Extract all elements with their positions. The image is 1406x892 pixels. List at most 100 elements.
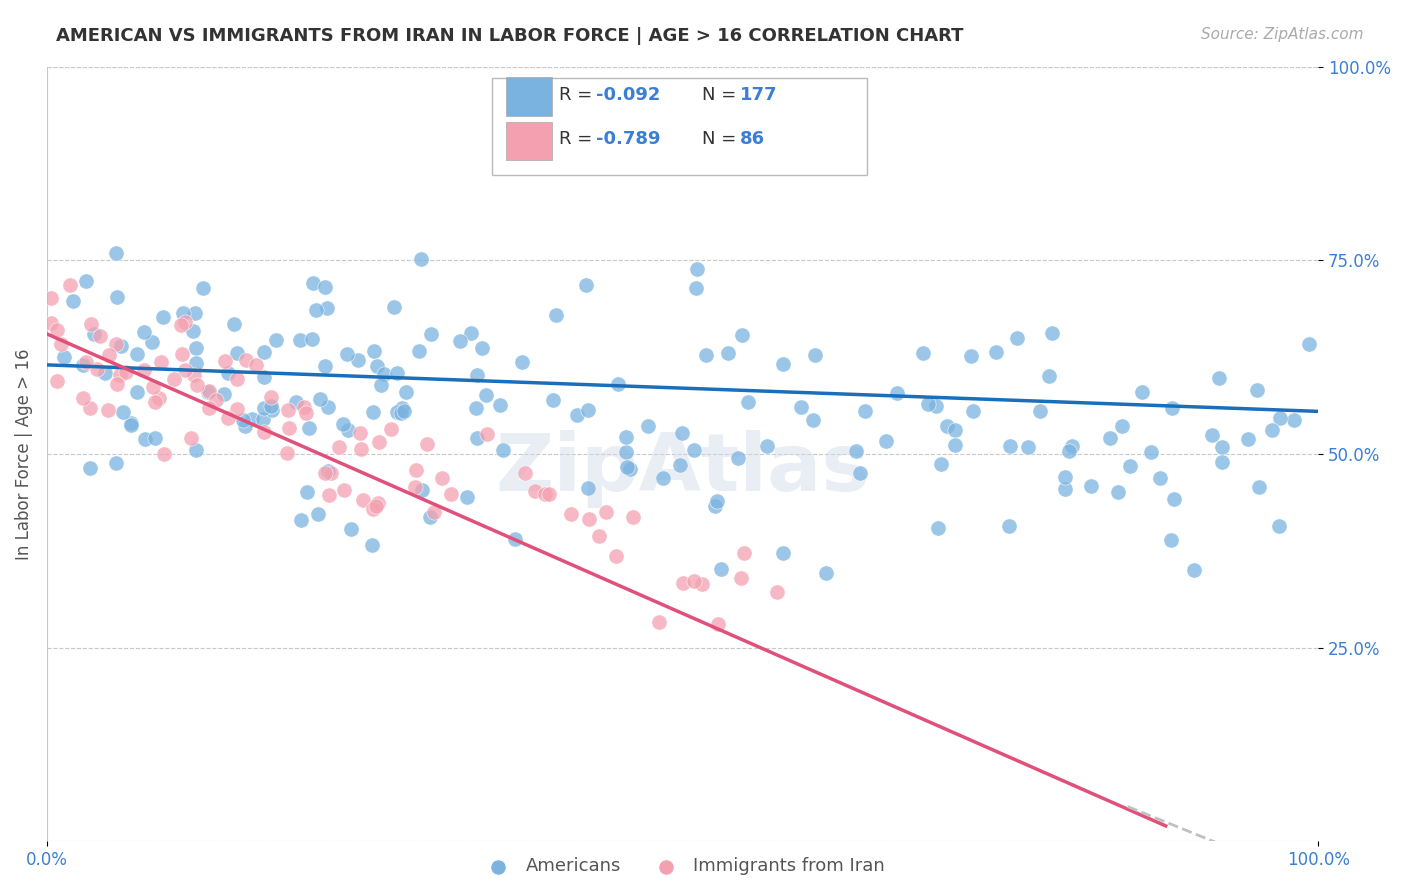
Point xyxy=(278,421,301,435)
Point xyxy=(222,318,245,332)
Point xyxy=(927,521,949,535)
Point xyxy=(917,397,939,411)
Point xyxy=(277,403,299,417)
Point xyxy=(319,466,342,480)
Point xyxy=(260,399,283,413)
Text: R =: R = xyxy=(560,87,599,104)
Point xyxy=(186,378,208,392)
Point xyxy=(105,246,128,260)
Point xyxy=(471,341,494,355)
Point xyxy=(489,398,512,412)
Point xyxy=(367,435,389,450)
Point xyxy=(876,434,898,448)
Point xyxy=(460,326,482,340)
Point xyxy=(72,391,94,405)
Point xyxy=(1028,404,1050,418)
Point xyxy=(707,617,730,632)
Point xyxy=(706,494,728,508)
Point xyxy=(226,371,249,385)
Point xyxy=(352,493,374,508)
Text: -0.092: -0.092 xyxy=(596,87,661,104)
Point xyxy=(225,401,247,416)
Point xyxy=(134,432,156,446)
Point xyxy=(1247,480,1270,494)
Point xyxy=(475,427,498,442)
Point xyxy=(110,339,132,353)
Point xyxy=(39,291,62,305)
Point xyxy=(173,363,195,377)
Point xyxy=(408,344,430,359)
Point xyxy=(1201,427,1223,442)
Point xyxy=(560,507,582,521)
Point xyxy=(104,337,127,351)
Point xyxy=(75,274,97,288)
Point xyxy=(253,345,276,359)
Point xyxy=(205,392,228,407)
Point xyxy=(960,349,983,363)
Point xyxy=(849,466,872,480)
Point xyxy=(668,458,690,473)
Point xyxy=(578,512,600,526)
Point xyxy=(727,450,749,465)
Point xyxy=(141,334,163,349)
Point xyxy=(125,347,148,361)
Point xyxy=(260,403,283,417)
Point xyxy=(197,384,219,398)
Point xyxy=(373,367,395,381)
Point xyxy=(305,302,328,317)
Point xyxy=(181,324,204,338)
Point xyxy=(998,440,1021,454)
Point xyxy=(1298,336,1320,351)
Point xyxy=(1098,431,1121,445)
Point xyxy=(541,393,564,408)
Point xyxy=(214,354,236,368)
Point xyxy=(1161,401,1184,416)
Text: -0.789: -0.789 xyxy=(596,130,661,148)
Point xyxy=(1118,458,1140,473)
Point xyxy=(94,366,117,380)
Point xyxy=(475,388,498,402)
Point xyxy=(142,380,165,394)
Point xyxy=(565,408,588,422)
Point xyxy=(1282,413,1305,427)
Point xyxy=(456,490,478,504)
Point xyxy=(621,509,644,524)
Point xyxy=(288,334,311,348)
Point xyxy=(533,487,555,501)
Point xyxy=(1053,470,1076,484)
Point xyxy=(685,281,707,295)
Point xyxy=(385,405,408,419)
Point xyxy=(1160,533,1182,548)
Point xyxy=(366,359,388,373)
Text: N =: N = xyxy=(702,130,741,148)
Point xyxy=(766,585,789,599)
Point xyxy=(804,348,827,362)
Point xyxy=(411,483,433,497)
Point xyxy=(180,431,202,445)
Point xyxy=(605,549,627,563)
Point xyxy=(1080,479,1102,493)
Point xyxy=(79,460,101,475)
Point xyxy=(924,399,946,413)
Point xyxy=(1038,368,1060,383)
Point xyxy=(1107,485,1129,500)
Point xyxy=(184,306,207,320)
Point xyxy=(1268,519,1291,533)
Point xyxy=(198,401,221,415)
Point xyxy=(945,438,967,452)
Point xyxy=(150,355,173,369)
Point xyxy=(301,332,323,346)
Point xyxy=(170,318,193,332)
Point xyxy=(112,405,135,419)
Point xyxy=(96,403,118,417)
Point xyxy=(998,519,1021,533)
Point xyxy=(853,404,876,418)
Point xyxy=(350,442,373,456)
Text: Source: ZipAtlas.com: Source: ZipAtlas.com xyxy=(1201,27,1364,42)
Point xyxy=(75,354,97,368)
Point xyxy=(1211,440,1233,454)
Point xyxy=(89,329,111,343)
Point xyxy=(253,370,276,384)
Point xyxy=(686,261,709,276)
Point xyxy=(467,368,489,382)
